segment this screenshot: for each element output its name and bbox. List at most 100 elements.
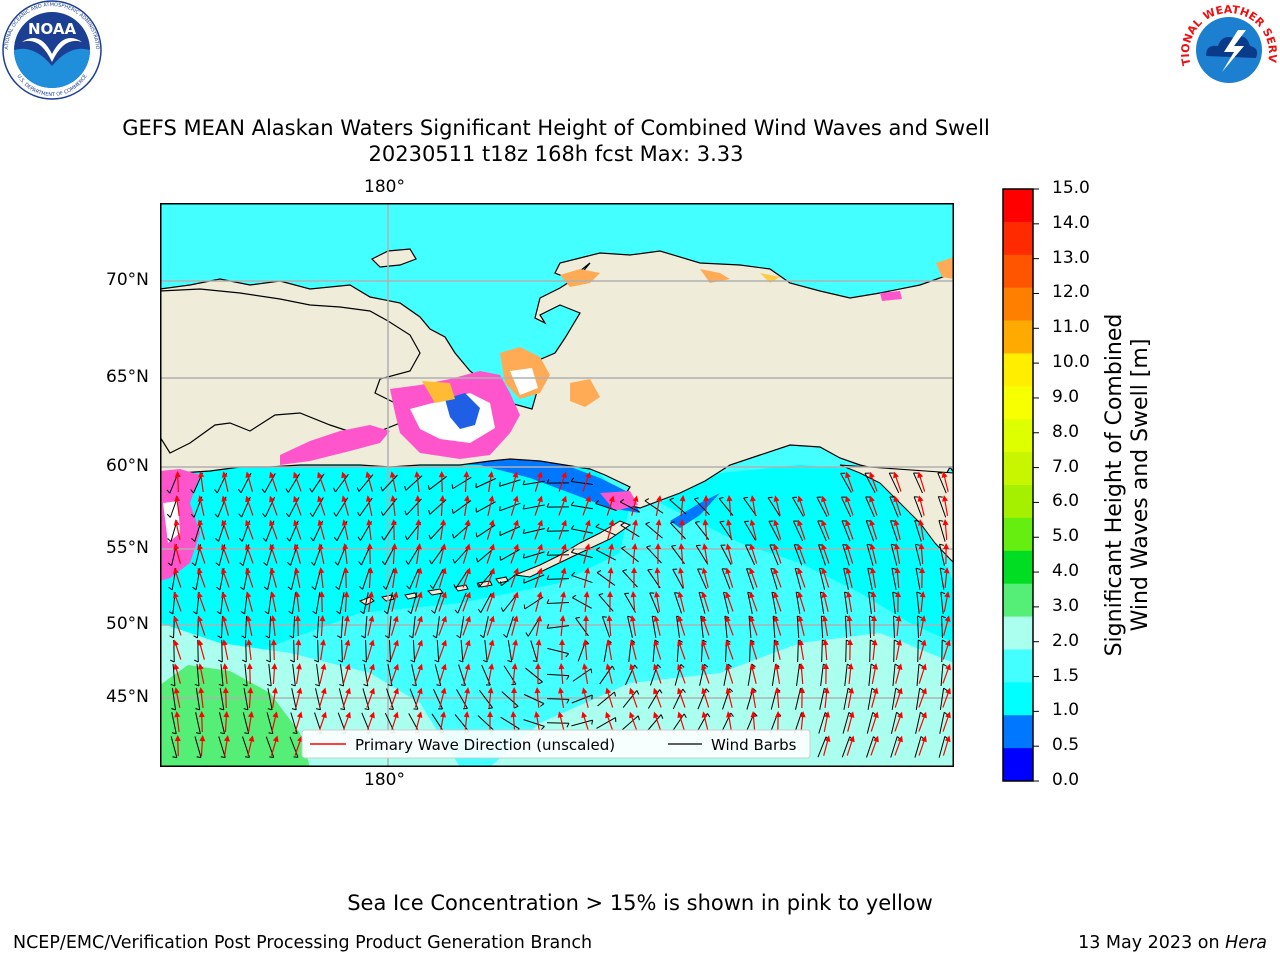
wind-barb-flag bbox=[499, 581, 502, 586]
wave-arrow-head bbox=[197, 639, 204, 647]
wave-arrow-head bbox=[464, 543, 471, 551]
wave-arrow-head bbox=[173, 543, 180, 551]
wind-barb-flag bbox=[891, 543, 896, 546]
wind-barb-flag bbox=[363, 684, 368, 687]
wind-barb bbox=[499, 526, 521, 536]
wind-barb bbox=[792, 497, 804, 517]
wind-barb bbox=[646, 546, 662, 564]
wave-arrow-head bbox=[247, 687, 254, 694]
wave-arrow-head bbox=[631, 567, 638, 574]
wind-barb bbox=[316, 615, 320, 639]
wind-barb bbox=[242, 712, 250, 734]
wave-arrow-head bbox=[417, 663, 423, 671]
wave-direction-arrow bbox=[319, 546, 325, 564]
wave-arrow-head bbox=[893, 471, 899, 479]
wave-direction-arrow bbox=[464, 473, 468, 493]
wind-barb-flag bbox=[218, 659, 223, 663]
lon-label-bottom: 180° bbox=[364, 770, 405, 790]
wave-arrow-head bbox=[465, 567, 471, 575]
wind-barb-flag bbox=[522, 480, 525, 485]
wind-barb-flag bbox=[267, 708, 273, 711]
wind-barb bbox=[410, 592, 418, 614]
wind-barb-flag bbox=[266, 659, 271, 663]
wind-barb bbox=[676, 616, 680, 638]
wave-direction-arrow bbox=[823, 618, 829, 636]
wave-direction-arrow bbox=[774, 570, 782, 588]
wind-barb bbox=[915, 568, 921, 590]
wind-barb bbox=[694, 498, 710, 516]
legend-barb-label: Wind Barbs bbox=[711, 736, 797, 754]
wind-barb bbox=[698, 592, 706, 614]
wave-arrow-head bbox=[629, 639, 636, 646]
wave-arrow-head bbox=[221, 543, 227, 551]
wave-arrow-head bbox=[366, 543, 373, 550]
wind-barb-flag bbox=[540, 726, 545, 730]
wind-barb bbox=[891, 568, 897, 590]
colorbar-segment bbox=[1003, 221, 1033, 256]
wave-direction-arrow bbox=[248, 689, 252, 709]
wind-barb-flag bbox=[387, 684, 393, 687]
wave-arrow-head bbox=[343, 615, 350, 622]
wind-barb bbox=[598, 594, 614, 612]
wind-barb-flag bbox=[546, 502, 550, 508]
wind-barb-flag bbox=[168, 611, 174, 615]
wave-direction-arrow bbox=[702, 618, 710, 636]
wind-barb-flag bbox=[311, 586, 316, 591]
wave-arrow-head bbox=[320, 663, 327, 670]
wind-barb bbox=[890, 736, 898, 758]
wind-barb bbox=[596, 572, 616, 586]
wave-arrow-head bbox=[822, 615, 828, 622]
wave-arrow-head bbox=[487, 471, 494, 478]
wave-arrow-head bbox=[678, 567, 684, 574]
wave-arrow-head bbox=[725, 567, 732, 575]
colorbar-segment bbox=[1003, 386, 1033, 420]
wind-barb bbox=[938, 520, 946, 542]
wind-barb bbox=[523, 719, 545, 727]
wind-barb bbox=[622, 570, 638, 588]
wave-arrow-head bbox=[921, 735, 927, 743]
wind-barb-flag bbox=[647, 568, 653, 571]
wind-barb-flag bbox=[702, 639, 707, 643]
wind-barb-flag bbox=[476, 582, 480, 588]
wave-direction-arrow bbox=[631, 642, 637, 660]
wind-barb bbox=[818, 712, 826, 734]
wave-direction-arrow bbox=[438, 618, 446, 636]
wind-barb-flag bbox=[238, 513, 243, 518]
wind-barb-flag bbox=[388, 708, 394, 710]
wind-barb-flag bbox=[660, 714, 664, 719]
wave-arrow-head bbox=[773, 495, 780, 502]
wind-barb bbox=[386, 688, 394, 710]
wind-barb-flag bbox=[939, 543, 944, 546]
wave-arrow-head bbox=[585, 495, 591, 503]
wave-band-0.5-1-gulf bbox=[670, 493, 720, 528]
wave-arrow-head bbox=[894, 567, 901, 574]
wave-arrow-head bbox=[245, 591, 252, 599]
wind-barb-flag bbox=[169, 659, 175, 663]
map-frame bbox=[160, 203, 954, 767]
wave-arrow-head bbox=[653, 639, 660, 647]
wind-barb-flag bbox=[340, 708, 345, 711]
wave-arrow-head bbox=[823, 687, 830, 694]
wave-arrow-head bbox=[345, 687, 351, 695]
wind-barb bbox=[525, 667, 543, 683]
wave-arrow-head bbox=[605, 663, 612, 670]
wind-barb-flag bbox=[611, 665, 615, 671]
wind-barb bbox=[194, 736, 202, 758]
wind-barb bbox=[195, 712, 201, 734]
wind-barb bbox=[456, 689, 468, 709]
wave-arrow-head bbox=[774, 687, 781, 694]
wave-arrow-head bbox=[246, 663, 253, 670]
wave-direction-arrow bbox=[248, 714, 252, 732]
wave-arrow-head bbox=[319, 639, 326, 646]
wave-direction-arrow bbox=[176, 498, 180, 516]
wave-direction-arrow bbox=[297, 617, 299, 637]
wind-barb bbox=[171, 712, 177, 734]
colorbar-segment bbox=[1003, 419, 1033, 453]
wave-arrow-head bbox=[558, 663, 565, 670]
wave-arrow-head bbox=[439, 519, 446, 526]
wave-arrow-head bbox=[629, 687, 635, 695]
wind-barb-flag bbox=[598, 593, 604, 596]
wave-direction-arrow bbox=[463, 666, 469, 684]
wave-direction-arrow bbox=[295, 690, 301, 708]
wave-arrow-head bbox=[870, 567, 876, 574]
